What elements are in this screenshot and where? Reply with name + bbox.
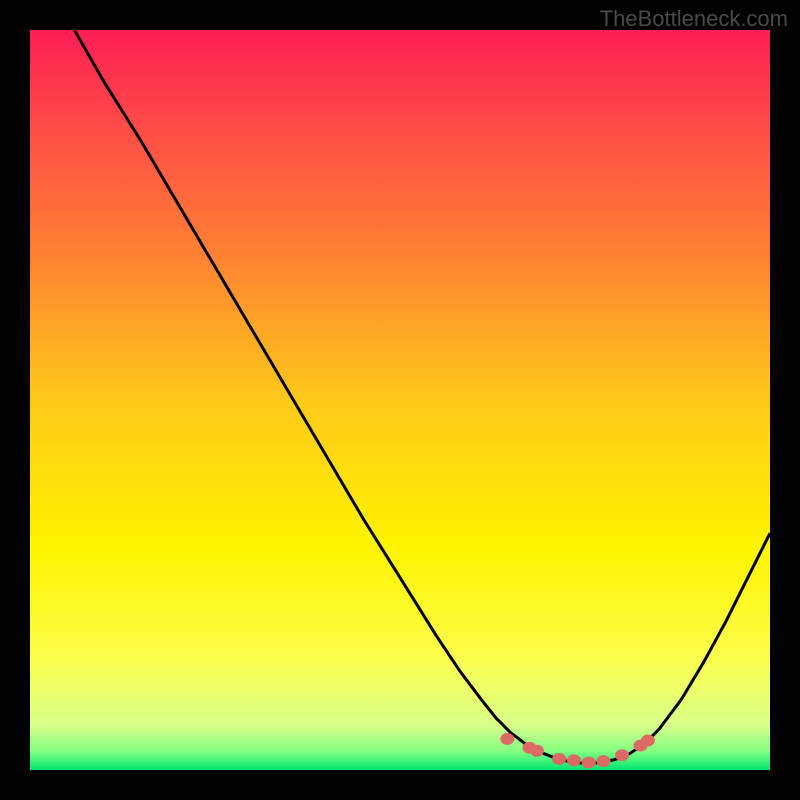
- marker-point: [530, 745, 544, 757]
- marker-point: [641, 734, 655, 746]
- watermark-text: TheBottleneck.com: [600, 6, 788, 32]
- marker-point: [567, 754, 581, 766]
- marker-point: [582, 757, 596, 769]
- bottleneck-chart: [30, 30, 770, 770]
- marker-point: [552, 753, 566, 765]
- marker-point: [597, 755, 611, 767]
- marker-point: [500, 733, 514, 745]
- chart-area: [30, 30, 770, 770]
- marker-point: [615, 749, 629, 761]
